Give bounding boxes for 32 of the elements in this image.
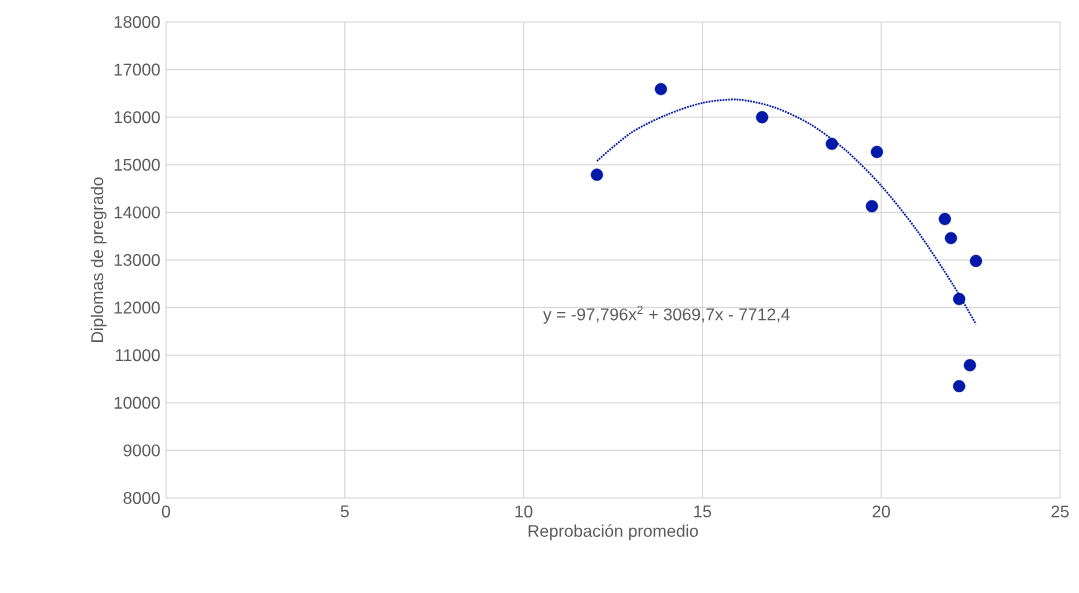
point [755, 111, 769, 124]
point [590, 168, 604, 181]
point [944, 231, 958, 245]
y-tick-label: 12000 [114, 301, 160, 314]
y-tick-label: 14000 [114, 206, 160, 219]
point [938, 212, 952, 226]
y-tick-label: 18000 [114, 16, 160, 28]
x-tick-label: 5 [340, 505, 349, 518]
y-tick-label: 11000 [115, 349, 160, 362]
point [865, 200, 879, 213]
y-tick-label: 17000 [114, 63, 160, 76]
y-tick-label: 8000 [123, 492, 160, 504]
x-tick-label: 15 [694, 505, 712, 518]
point [963, 359, 977, 372]
y-tick-label: 10000 [114, 396, 160, 409]
point [969, 254, 983, 268]
point [654, 82, 668, 96]
y-tick-label: 16000 [114, 111, 160, 124]
x-tick-label: 25 [1051, 505, 1069, 518]
y-tick-label: 15000 [114, 158, 160, 171]
annotation: y = -97,796x$^{2}$ + 3069,7x - 7712,4 [543, 305, 790, 324]
y-axis-title: Diplomas de pregrado [90, 177, 107, 342]
point [825, 137, 839, 151]
point [952, 292, 966, 306]
y-tick-label: 9000 [123, 444, 160, 457]
x-axis-title: Reprobación promedio [528, 524, 698, 541]
x-tick-label: 10 [515, 505, 533, 518]
point [870, 145, 884, 159]
x-tick-label: 20 [872, 505, 890, 518]
point [952, 379, 966, 393]
y-tick-label: 13000 [114, 254, 160, 266]
x-tick-label: 0 [161, 505, 171, 518]
